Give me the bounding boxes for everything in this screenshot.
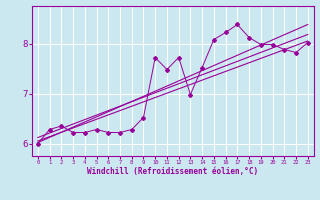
X-axis label: Windchill (Refroidissement éolien,°C): Windchill (Refroidissement éolien,°C)	[87, 167, 258, 176]
